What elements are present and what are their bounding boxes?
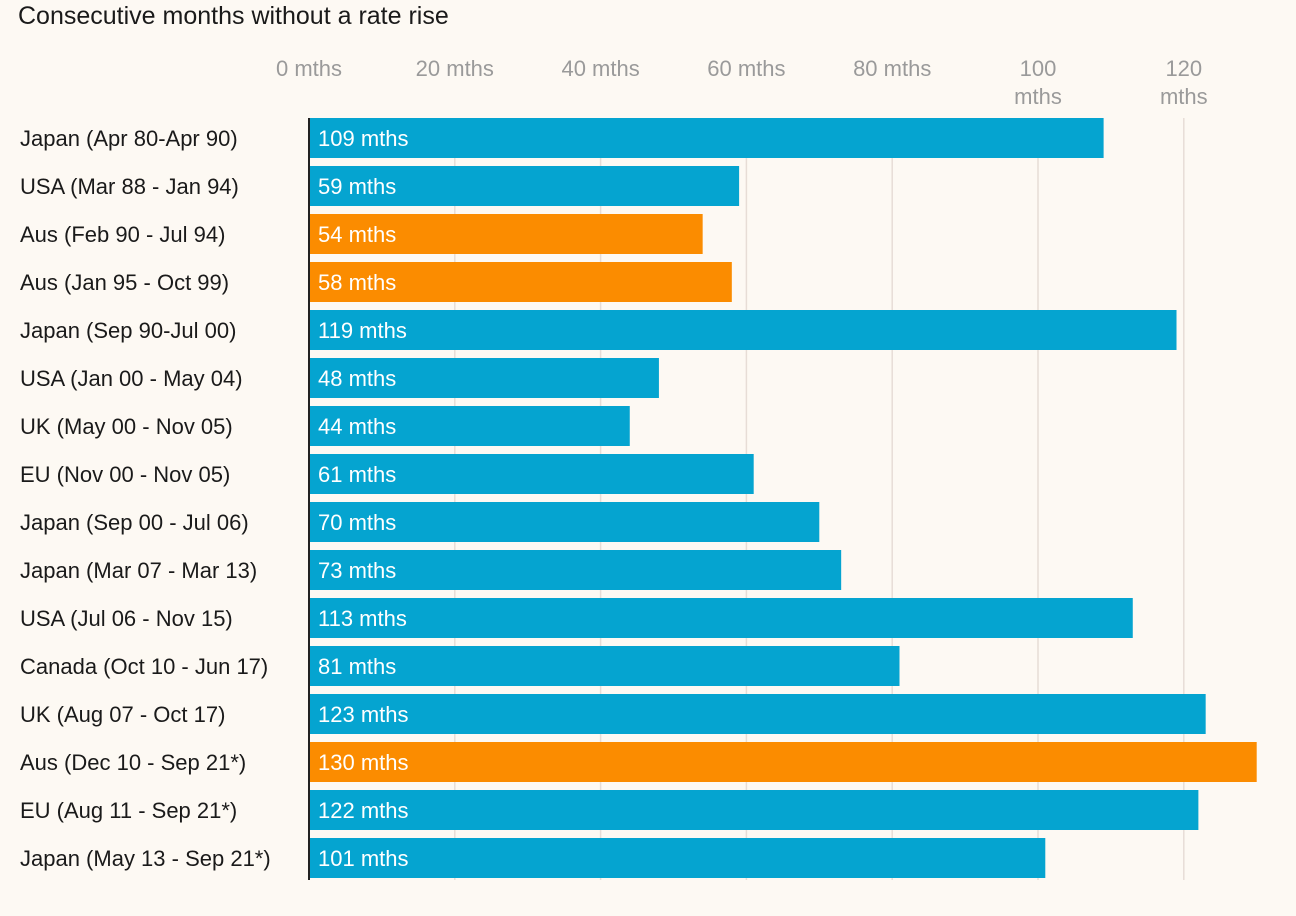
category-label: EU (Aug 11 - Sep 21*) — [20, 798, 237, 823]
bar-value-label: 109 mths — [318, 126, 409, 151]
chart-title: Consecutive months without a rate rise — [18, 2, 449, 30]
category-label: Canada (Oct 10 - Jun 17) — [20, 654, 268, 679]
bar — [309, 454, 754, 494]
bar-value-label: 101 mths — [318, 846, 409, 871]
bar — [309, 550, 842, 590]
bar-value-label: 113 mths — [318, 606, 407, 631]
category-label: UK (May 00 - Nov 05) — [20, 414, 233, 439]
category-label: USA (Jul 06 - Nov 15) — [20, 606, 233, 631]
bar-value-label: 44 mths — [318, 414, 396, 439]
category-label: UK (Aug 07 - Oct 17) — [20, 702, 225, 727]
bar-value-label: 58 mths — [318, 270, 396, 295]
bar — [309, 646, 900, 686]
bar — [309, 262, 732, 302]
bar — [309, 358, 659, 398]
bar-value-label: 119 mths — [318, 318, 407, 343]
x-tick-label: 100 mths — [1014, 56, 1062, 109]
bar-value-label: 61 mths — [318, 462, 396, 487]
category-labels: Japan (Apr 80-Apr 90) USA (Mar 88 - Jan 9… — [20, 126, 271, 871]
x-tick-label: 0 mths — [276, 56, 342, 81]
category-label: Japan (Sep 90-Jul 00) — [20, 318, 236, 343]
x-tick-label: 60 mths — [707, 56, 785, 81]
x-tick-label: 40 mths — [561, 56, 639, 81]
x-tick-label: 80 mths — [853, 56, 931, 81]
bars: 109 mths 59 mths 54 mths 58 mths 119 mths 48 … — [309, 118, 1257, 878]
bar — [309, 790, 1199, 830]
x-tick-label: 20 mths — [416, 56, 494, 81]
category-label: USA (Mar 88 - Jan 94) — [20, 174, 239, 199]
bar — [309, 838, 1046, 878]
bar — [309, 214, 703, 254]
bar-value-label: 54 mths — [318, 222, 396, 247]
bar-value-label: 123 mths — [318, 702, 409, 727]
bar — [309, 742, 1257, 782]
category-label: Japan (Mar 07 - Mar 13) — [20, 558, 257, 583]
bar — [309, 166, 740, 206]
bar-value-label: 122 mths — [318, 798, 409, 823]
bar-value-label: 73 mths — [318, 558, 396, 583]
category-label: Aus (Dec 10 - Sep 21*) — [20, 750, 246, 775]
category-label: EU (Nov 00 - Nov 05) — [20, 462, 230, 487]
bar-value-label: 70 mths — [318, 510, 396, 535]
category-label: USA (Jan 00 - May 04) — [20, 366, 243, 391]
x-tick-label: 120 mths — [1160, 56, 1208, 109]
category-label: Japan (Apr 80-Apr 90) — [20, 126, 238, 151]
bar — [309, 694, 1206, 734]
bar — [309, 406, 630, 446]
category-label: Aus (Jan 95 - Oct 99) — [20, 270, 229, 295]
x-axis-ticks: 0 mths 20 mths 40 mths 60 mths 80 mths 100 mth… — [276, 56, 1208, 109]
category-label: Aus (Feb 90 - Jul 94) — [20, 222, 225, 247]
bar-value-label: 81 mths — [318, 654, 396, 679]
category-label: Japan (Sep 00 - Jul 06) — [20, 510, 249, 535]
bar-value-label: 59 mths — [318, 174, 396, 199]
bar — [309, 598, 1133, 638]
bar — [309, 502, 820, 542]
bar-value-label: 130 mths — [318, 750, 409, 775]
bar — [309, 310, 1177, 350]
bar-value-label: 48 mths — [318, 366, 396, 391]
bar — [309, 118, 1104, 158]
category-label: Japan (May 13 - Sep 21*) — [20, 846, 271, 871]
